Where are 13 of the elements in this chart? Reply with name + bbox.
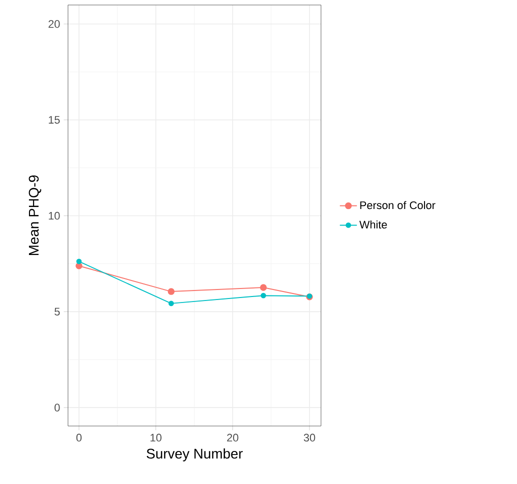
x-tick-label: 0 xyxy=(76,434,82,442)
y-axis-title: Mean PHQ-9 xyxy=(28,175,42,256)
x-tick-label: 20 xyxy=(227,434,238,442)
y-tick-label: 0 xyxy=(54,404,60,412)
legend-label: White xyxy=(359,220,387,229)
x-tick-label: 10 xyxy=(150,434,162,442)
y-tick-label: 20 xyxy=(48,20,60,28)
y-tick-label: 10 xyxy=(48,212,60,220)
y-tick-label: 5 xyxy=(54,308,60,316)
legend-label: Person of Color xyxy=(360,201,436,210)
x-tick-label: 30 xyxy=(304,434,316,442)
y-tick-label: 15 xyxy=(48,116,60,124)
x-axis-title: Survey Number xyxy=(146,448,243,462)
